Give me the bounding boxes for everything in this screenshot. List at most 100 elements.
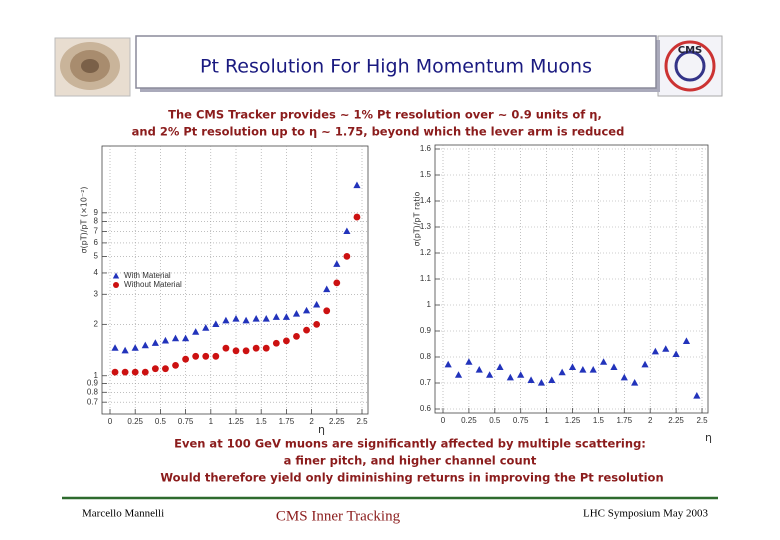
y-tick-label: 6 [94,238,99,247]
y-tick-label: 4 [94,268,99,277]
data-point [272,313,280,320]
data-point [141,368,149,376]
subtitle-line: The CMS Tracker provides ~ 1% Pt resolut… [168,108,602,122]
data-point [323,285,331,293]
data-point [212,352,220,360]
x-tick-label: 1.5 [256,417,268,426]
data-point [222,344,230,352]
data-point [568,363,577,370]
caption-line: Even at 100 GeV muons are significantly … [174,437,646,451]
x-tick-label: 0.75 [178,417,194,426]
data-point [303,326,310,334]
x-tick-label: 0.5 [489,416,501,425]
data-point [172,361,179,369]
data-point [272,339,280,347]
x-tick-label: 1 [209,417,214,426]
y-tick-label: 0.7 [420,378,432,387]
data-point [313,300,321,308]
data-point [662,345,670,352]
data-point [242,347,250,355]
caption-line: Would therefore yield only diminishing r… [160,471,663,485]
data-point [323,307,331,315]
data-point [182,334,190,342]
y-tick-label: 7 [94,227,99,236]
svg-text:CMS: CMS [678,45,703,56]
x-tick-label: 1.25 [565,416,581,425]
title-box [135,35,657,89]
y-tick-label: 1 [94,371,99,380]
y-tick-label: 0.6 [420,404,432,413]
data-point [302,306,311,314]
y-tick-label: 0.9 [87,379,99,388]
chart: 0.6 0.7 0.8 0.9 1 1.1 1.2 1.3 1.4 1.5 1.6 0 0.25 0.5 0… [413,144,713,444]
data-point [333,279,341,287]
x-tick-label: 0.5 [155,417,167,426]
data-point [161,336,170,344]
data-point [610,363,618,370]
data-point [141,341,149,349]
data-point [111,368,119,376]
y-tick-label: 1 [427,300,432,309]
y-tick-label: 0.9 [420,326,432,335]
data-point [589,366,597,373]
data-point [131,344,139,351]
x-tick-label: 0.25 [127,417,143,426]
data-point [343,227,351,235]
legend-marker [113,282,119,288]
y-tick-label: 0.8 [420,352,432,361]
legend-label: With Material [124,271,171,280]
y-tick-label: 0.8 [87,387,99,396]
x-tick-label: 2.25 [329,417,345,426]
data-point [333,260,341,267]
y-tick-label: 1.5 [420,170,432,179]
x-tick-label: 2.25 [668,416,684,425]
title: Pt Resolution For High Momentum Muons [200,56,592,78]
y-axis-label: σ(pT)/pT (×10⁻²) [80,186,89,253]
data-point [343,253,351,260]
data-point [262,344,270,352]
x-axis-label: η [318,423,325,436]
x-tick-label: 0.25 [461,416,477,425]
data-point [465,358,473,365]
data-point [444,360,452,368]
data-point [282,313,290,320]
data-point [252,314,260,322]
data-point [111,344,119,351]
cms-logo: CMS [657,35,723,97]
y-tick-label: 1.1 [420,274,432,283]
data-point [151,365,159,373]
data-point [672,350,680,357]
data-point [353,213,361,221]
data-point [293,332,300,340]
data-point [579,366,587,373]
y-tick-label: 1.6 [420,144,432,153]
y-tick-label: 5 [94,252,99,261]
x-tick-label: 1.75 [617,416,633,425]
data-point [292,309,301,317]
footer-right: LHC Symposium May 2003 [583,508,708,520]
data-point [162,365,169,373]
data-point [693,392,701,399]
data-point [486,371,494,378]
data-point [232,347,240,355]
data-point [192,352,200,360]
data-point [121,368,129,376]
subtitle-line: and 2% Pt resolution up to η ~ 1.75, bey… [132,125,625,139]
data-point [682,337,691,344]
footer-left: Marcello Mannelli [82,508,164,520]
data-point [192,328,200,335]
y-tick-label: 9 [94,208,99,217]
data-point [262,314,270,322]
legend-marker [112,272,120,279]
data-point [641,360,649,368]
y-tick-label: 1.2 [420,248,432,257]
x-tick-label: 2 [648,416,653,425]
y-tick-label: 2 [94,319,99,328]
caption-line: a finer pitch, and higher channel count [284,454,537,468]
x-tick-label: 1 [544,416,549,425]
data-point [517,371,525,378]
x-tick-label: 0.75 [513,416,529,425]
data-point [537,379,546,386]
data-point [454,371,463,378]
